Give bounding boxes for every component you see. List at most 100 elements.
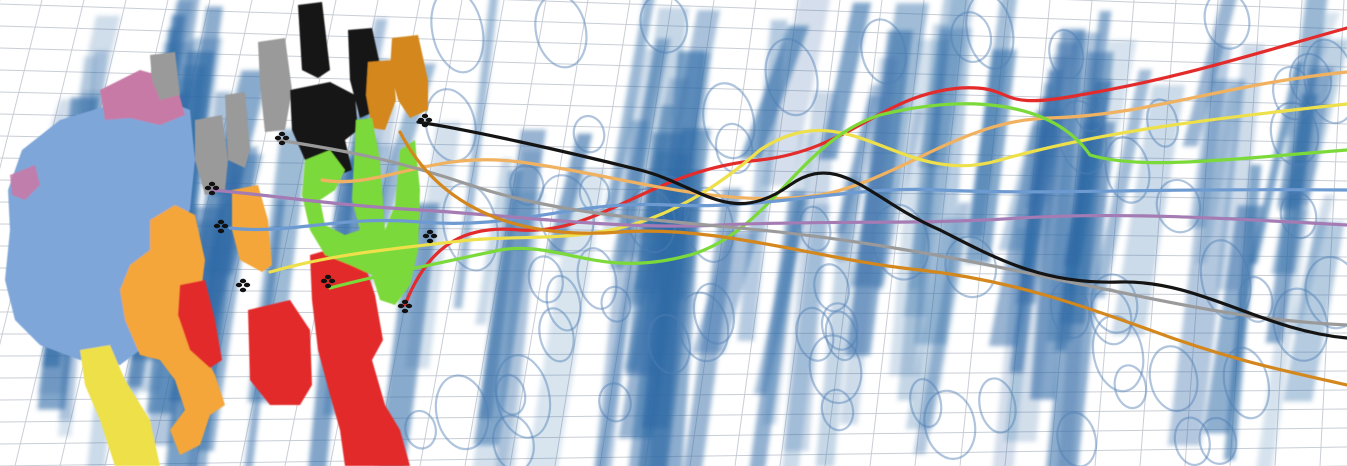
obstacle-column bbox=[453, 0, 498, 309]
obstacle-column bbox=[1288, 194, 1335, 333]
obstacle-ring bbox=[1222, 346, 1271, 420]
obstacle-ring bbox=[820, 388, 855, 432]
obstacle-column bbox=[638, 128, 711, 466]
obstacle-ring bbox=[702, 82, 756, 160]
obstacle-ring bbox=[813, 263, 850, 313]
trajectory-green bbox=[328, 102, 1347, 290]
marker-blade bbox=[422, 233, 430, 239]
obstacle-ring bbox=[860, 18, 908, 85]
obstacle-ring bbox=[1279, 191, 1318, 240]
obstacle-ring bbox=[1199, 239, 1252, 320]
marker-blade bbox=[401, 308, 409, 314]
marker-blade bbox=[274, 135, 282, 141]
marker-blade bbox=[426, 238, 434, 244]
obstacle-ring bbox=[494, 354, 552, 439]
group-black-2 bbox=[290, 82, 358, 178]
marker-blade bbox=[243, 282, 251, 288]
grid-line-v bbox=[509, 0, 589, 466]
trajectory-purple bbox=[210, 188, 1347, 228]
obstacle-ring bbox=[1238, 275, 1274, 323]
marker-blade bbox=[282, 135, 290, 141]
obstacle-ring bbox=[1203, 0, 1251, 50]
agent-groups bbox=[5, 2, 428, 466]
obstacle-column bbox=[546, 133, 593, 255]
marker-blade bbox=[239, 278, 247, 284]
obstacle-ring bbox=[492, 414, 535, 466]
start-marker bbox=[417, 113, 433, 128]
group-gray-4 bbox=[150, 52, 180, 100]
obstacle-ring bbox=[950, 11, 993, 63]
marker-blade bbox=[208, 181, 216, 187]
obstacle-column bbox=[815, 177, 863, 466]
obstacle-ring bbox=[677, 291, 730, 363]
marker-blade bbox=[430, 233, 438, 239]
obstacle-ring bbox=[1146, 98, 1179, 148]
obstacle-ring bbox=[434, 374, 490, 451]
obstacle-ring bbox=[495, 373, 527, 416]
marker-blade bbox=[217, 219, 225, 225]
obstacle-ring bbox=[1304, 255, 1347, 330]
marker-blade bbox=[421, 113, 429, 119]
obstacle-column bbox=[595, 232, 643, 466]
obstacle-column bbox=[1167, 79, 1246, 446]
obstacle-column bbox=[782, 204, 831, 466]
grid-line-v bbox=[419, 0, 505, 466]
marker-blade bbox=[425, 117, 433, 123]
grid-line-v bbox=[0, 0, 43, 170]
obstacle-column bbox=[1188, 44, 1232, 228]
trajectory-gray bbox=[276, 138, 1347, 327]
obstacle-column bbox=[1030, 28, 1086, 400]
obstacle-ring bbox=[1148, 345, 1199, 413]
marker-blade bbox=[278, 140, 286, 146]
obstacle-ring bbox=[1198, 416, 1238, 465]
obstacle-ring bbox=[1288, 52, 1333, 107]
marker-blade bbox=[221, 223, 229, 229]
start-marker bbox=[422, 229, 438, 244]
group-orange bbox=[120, 205, 225, 455]
obstacle-ring bbox=[598, 382, 632, 423]
obstacle-ring bbox=[1057, 99, 1108, 175]
obstacle-column bbox=[1091, 69, 1152, 298]
marker-blade bbox=[401, 299, 409, 305]
obstacle-column bbox=[475, 158, 513, 325]
trajectory-dark-orange bbox=[398, 130, 1347, 387]
obstacle-column bbox=[1059, 40, 1137, 293]
group-red-3 bbox=[310, 245, 410, 466]
obstacle-ring bbox=[1302, 38, 1347, 125]
obstacle-ring bbox=[647, 313, 691, 375]
obstacle-ring bbox=[1272, 65, 1313, 121]
group-gray-2 bbox=[225, 92, 250, 168]
obstacle-ring bbox=[430, 0, 485, 74]
marker-blade bbox=[204, 185, 212, 191]
start-markers bbox=[204, 113, 438, 314]
trajectory-yellow bbox=[268, 102, 1347, 274]
obstacle-column bbox=[1216, 44, 1265, 291]
obstacle-column bbox=[850, 3, 929, 287]
obstacle-ring bbox=[795, 306, 835, 362]
obstacle-ring bbox=[798, 205, 832, 252]
obstacle-column bbox=[905, 218, 971, 430]
obstacle-ring bbox=[909, 378, 943, 428]
trajectory-black bbox=[416, 120, 1347, 340]
group-gray-3 bbox=[258, 38, 292, 132]
obstacle-ring bbox=[1272, 287, 1329, 362]
marker-blade bbox=[324, 283, 332, 289]
obstacle-column bbox=[1111, 84, 1186, 336]
obstacle-ring bbox=[1173, 416, 1211, 466]
grid-line-h bbox=[501, 0, 1347, 30]
marker-blade bbox=[239, 287, 247, 293]
obstacle-column bbox=[966, 0, 1017, 237]
obstacle-column bbox=[527, 168, 607, 466]
obstacle-ring bbox=[639, 0, 689, 54]
obstacle-column bbox=[609, 38, 671, 270]
start-marker bbox=[274, 131, 290, 146]
marker-blade bbox=[208, 190, 216, 196]
start-marker bbox=[235, 278, 251, 293]
marker-blade bbox=[426, 229, 434, 235]
obstacle-ring bbox=[534, 0, 588, 69]
group-green bbox=[302, 118, 420, 305]
obstacle-ring bbox=[965, 0, 1015, 70]
obstacle-ring bbox=[1269, 101, 1320, 167]
